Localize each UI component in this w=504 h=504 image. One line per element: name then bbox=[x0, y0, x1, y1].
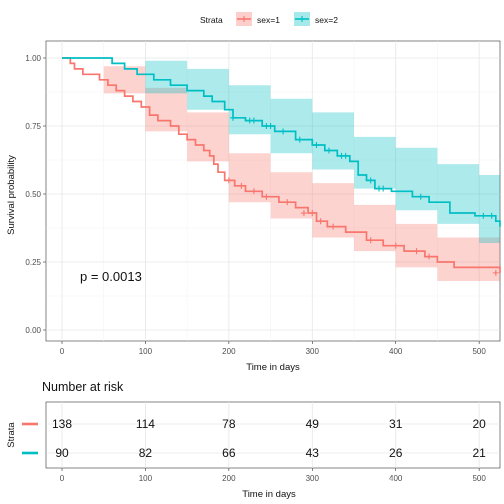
legend-label: sex=2 bbox=[315, 15, 338, 25]
risk-count: 78 bbox=[222, 417, 236, 431]
censor-mark bbox=[300, 210, 307, 217]
confidence-bands bbox=[62, 58, 500, 292]
censor-mark bbox=[325, 147, 332, 154]
y-tick-label: 1.00 bbox=[25, 54, 41, 63]
censor-marks bbox=[225, 114, 499, 276]
p-value-annotation: p = 0.0013 bbox=[80, 269, 142, 284]
censor-mark bbox=[488, 212, 495, 219]
censor-mark bbox=[250, 188, 257, 195]
risk-x-tick-label: 300 bbox=[306, 474, 320, 483]
censor-mark bbox=[230, 114, 237, 121]
censor-mark bbox=[263, 193, 270, 200]
risk-table-rows: 138 114 78 49 31 20 90 82 66 43 26 21 bbox=[22, 417, 486, 460]
censor-mark bbox=[392, 242, 399, 249]
risk-y-axis-title: Strata bbox=[6, 422, 17, 448]
censor-mark bbox=[380, 185, 387, 192]
risk-count: 20 bbox=[472, 417, 486, 431]
x-axis-title: Time in days bbox=[246, 362, 300, 373]
watermark: 知乎 @呼啦圈肠子 bbox=[370, 477, 474, 492]
risk-count: 26 bbox=[389, 446, 403, 460]
legend-item: sex=2 bbox=[294, 12, 338, 26]
x-tick-label: 400 bbox=[389, 347, 403, 356]
censor-mark bbox=[342, 152, 349, 159]
legend-title: Strata bbox=[200, 15, 223, 25]
risk-table-border bbox=[45, 401, 501, 469]
censor-mark bbox=[238, 182, 245, 189]
plot-border bbox=[45, 40, 501, 342]
x-tick-label: 0 bbox=[60, 347, 65, 356]
censor-mark bbox=[330, 223, 337, 230]
risk-count: 49 bbox=[306, 417, 320, 431]
censor-mark bbox=[413, 248, 420, 255]
censor-mark bbox=[317, 218, 324, 225]
x-tick-label: 300 bbox=[306, 347, 320, 356]
risk-table: Number at risk 138 114 78 49 31 20 90 82 66 43 26 2… bbox=[6, 380, 501, 500]
y-tick-label: 0.00 bbox=[25, 326, 41, 335]
y-tick-label: 0.50 bbox=[25, 190, 41, 199]
censor-mark bbox=[367, 237, 374, 244]
censor-mark bbox=[313, 142, 320, 149]
x-tick-label: 500 bbox=[472, 347, 486, 356]
risk-x-tick-label: 100 bbox=[139, 474, 153, 483]
censor-mark bbox=[267, 123, 274, 129]
censor-mark bbox=[480, 212, 487, 219]
y-tick-label: 0.75 bbox=[25, 122, 41, 131]
survival-curve-sex1 bbox=[62, 57, 501, 273]
censor-mark bbox=[250, 117, 257, 124]
risk-count: 90 bbox=[55, 446, 69, 460]
legend-label: sex=1 bbox=[257, 15, 280, 25]
risk-count: 43 bbox=[306, 446, 320, 460]
censor-mark bbox=[280, 128, 287, 135]
y-axis-title: Survival probability bbox=[6, 155, 17, 235]
x-tick-label: 200 bbox=[222, 347, 236, 356]
censor-mark bbox=[367, 177, 374, 184]
risk-x-axis-ticks: 0 100 200 300 400 500 bbox=[60, 468, 486, 483]
x-axis-ticks: 0 100 200 300 400 500 bbox=[60, 341, 486, 356]
risk-table-title: Number at risk bbox=[42, 380, 124, 394]
risk-x-tick-label: 500 bbox=[472, 474, 486, 483]
risk-count: 31 bbox=[389, 417, 403, 431]
censor-mark bbox=[284, 199, 291, 206]
legend: Strata sex=1 sex=2 bbox=[200, 12, 338, 26]
confidence-band-sex2 bbox=[62, 58, 500, 254]
plot-panel: p = 0.0013 bbox=[45, 40, 501, 342]
x-tick-label: 100 bbox=[139, 347, 153, 356]
censor-mark bbox=[426, 253, 433, 260]
censor-mark bbox=[225, 177, 232, 184]
risk-count: 82 bbox=[139, 446, 153, 460]
grid-lines bbox=[46, 41, 500, 341]
risk-x-tick-label: 400 bbox=[389, 474, 403, 483]
legend-item: sex=1 bbox=[236, 12, 280, 26]
y-tick-label: 0.25 bbox=[25, 258, 41, 267]
risk-row-sex1: 138 114 78 49 31 20 bbox=[22, 417, 486, 431]
risk-row-sex2: 90 82 66 43 26 21 bbox=[22, 446, 486, 460]
risk-count: 21 bbox=[472, 446, 486, 460]
censor-mark bbox=[492, 269, 499, 276]
risk-count: 138 bbox=[52, 417, 72, 431]
censor-mark bbox=[296, 136, 303, 143]
confidence-band-sex1 bbox=[62, 58, 500, 292]
risk-count: 66 bbox=[222, 446, 236, 460]
risk-x-axis-title: Time in days bbox=[242, 489, 296, 500]
risk-table-grid bbox=[46, 402, 500, 468]
censor-mark bbox=[309, 210, 316, 217]
risk-count: 114 bbox=[136, 417, 155, 431]
y-axis-ticks: 0.00 0.25 0.50 0.75 1.00 bbox=[25, 54, 46, 335]
censor-mark bbox=[417, 193, 424, 200]
legend-items: sex=1 sex=2 bbox=[236, 12, 338, 26]
risk-x-tick-label: 0 bbox=[60, 474, 65, 483]
risk-x-tick-label: 200 bbox=[222, 474, 236, 483]
